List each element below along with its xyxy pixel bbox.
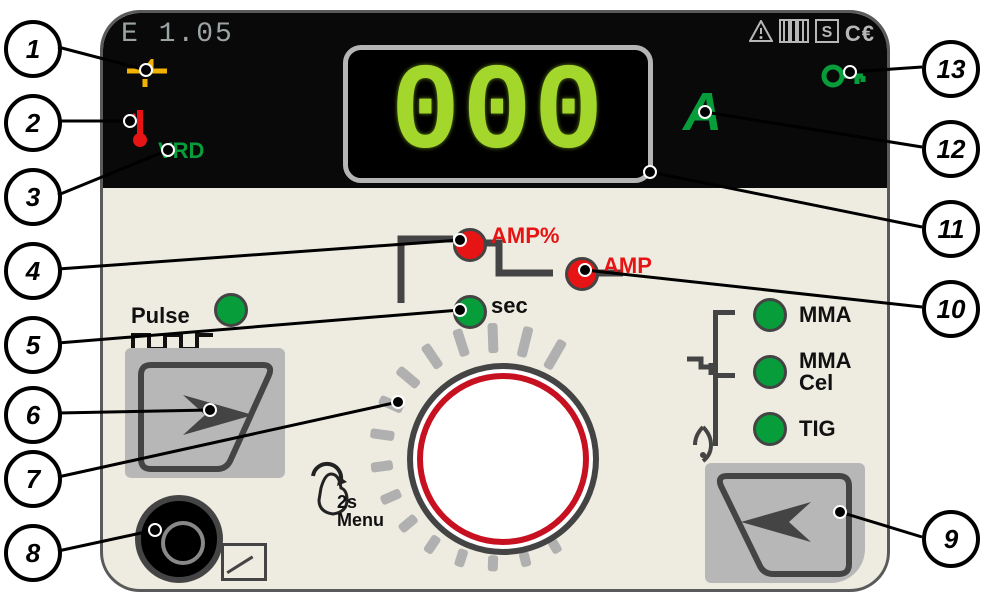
callout-2: 2 — [4, 94, 62, 152]
amp-pct-label: AMP% — [491, 223, 559, 249]
push-button[interactable] — [135, 495, 223, 583]
mma-cel-label: MMA Cel — [799, 350, 859, 394]
pulse-section: Pulse — [131, 293, 248, 353]
tig-led — [753, 412, 787, 446]
manual-icon — [779, 19, 809, 49]
mode-tig[interactable]: TIG — [753, 412, 859, 446]
electrode-icon — [683, 353, 719, 389]
callout-9: 9 — [922, 510, 980, 568]
callout-12: 12 — [922, 120, 980, 178]
display-unit: A — [683, 81, 722, 143]
tig-label: TIG — [799, 418, 859, 440]
left-arrow-button[interactable] — [135, 353, 275, 473]
amp-pct-led — [453, 228, 487, 262]
tig-torch-icon — [689, 425, 719, 465]
warning-icon — [749, 20, 773, 48]
pulse-led — [214, 293, 248, 327]
mma-cel-led — [753, 355, 787, 389]
s-mark-icon: S — [815, 19, 839, 49]
mode-mma-cel[interactable]: MMA Cel — [753, 350, 859, 394]
callout-8: 8 — [4, 524, 62, 582]
mma-label: MMA — [799, 304, 859, 326]
menu-hint: 2s Menu — [337, 493, 384, 529]
mode-list: MMA MMA Cel TIG — [753, 298, 859, 464]
key-icon — [821, 63, 869, 94]
overheat-icon — [129, 108, 151, 148]
sec-led — [453, 295, 487, 329]
callout-5: 5 — [4, 316, 62, 374]
callout-1: 1 — [4, 20, 62, 78]
svg-text:S: S — [822, 24, 833, 41]
amp-label: AMP — [603, 253, 652, 279]
callout-3: 3 — [4, 168, 62, 226]
knob-ring — [417, 373, 589, 545]
pulse-label: Pulse — [131, 303, 190, 328]
right-arrow-button[interactable] — [715, 468, 855, 578]
amp-led — [565, 257, 599, 291]
sec-label: sec — [491, 293, 528, 319]
mma-led — [753, 298, 787, 332]
rotary-knob[interactable]: /* ticks generated below */ — [367, 338, 627, 568]
compliance-icons: S C€ — [749, 19, 875, 49]
hot-start-icon — [125, 59, 169, 89]
digital-display: 000 — [343, 45, 653, 183]
remote-icon — [221, 543, 267, 581]
ce-mark-icon: C€ — [845, 21, 875, 47]
callout-10: 10 — [922, 280, 980, 338]
callout-4: 4 — [4, 242, 62, 300]
callout-13: 13 — [922, 40, 980, 98]
display-zone: E 1.05 S C€ VRD 000 A — [103, 13, 887, 188]
push-button-inner — [161, 521, 205, 565]
mode-mma[interactable]: MMA — [753, 298, 859, 332]
callout-7: 7 — [4, 450, 62, 508]
display-digits: 000 — [391, 44, 606, 184]
callout-11: 11 — [922, 200, 980, 258]
firmware-version: E 1.05 — [121, 19, 234, 50]
vrd-indicator: VRD — [158, 138, 204, 164]
callout-6: 6 — [4, 386, 62, 444]
control-panel: E 1.05 S C€ VRD 000 A — [100, 10, 890, 592]
